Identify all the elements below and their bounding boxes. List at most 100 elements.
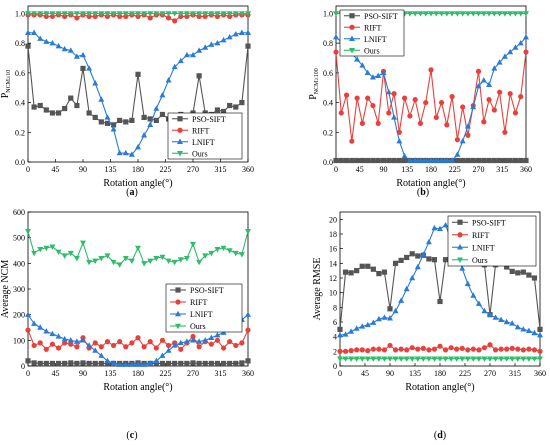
x-tick-label: 45 bbox=[52, 369, 60, 378]
data-point bbox=[153, 357, 160, 364]
data-point bbox=[454, 346, 460, 352]
data-point bbox=[214, 360, 221, 367]
data-point bbox=[414, 356, 421, 362]
x-tick-label: 225 bbox=[459, 369, 471, 378]
y-tick-label: 8 bbox=[333, 303, 337, 312]
data-point bbox=[412, 97, 418, 103]
x-tick-label: 90 bbox=[79, 165, 87, 174]
data-point bbox=[86, 360, 92, 367]
data-point bbox=[523, 49, 529, 55]
y-tick-label: 100 bbox=[13, 336, 25, 345]
data-point bbox=[98, 256, 105, 262]
data-point bbox=[226, 248, 233, 254]
x-tick-label: 360 bbox=[242, 165, 254, 174]
data-point bbox=[404, 254, 410, 261]
data-point bbox=[122, 361, 129, 367]
data-point bbox=[365, 95, 371, 101]
data-point bbox=[31, 320, 38, 326]
data-point bbox=[422, 11, 429, 17]
data-point bbox=[342, 356, 349, 362]
data-point bbox=[359, 120, 365, 126]
data-point bbox=[518, 157, 524, 164]
series-rift bbox=[25, 327, 251, 352]
data-point bbox=[92, 11, 99, 17]
data-point bbox=[392, 307, 399, 314]
data-point bbox=[370, 266, 376, 272]
data-point bbox=[464, 11, 471, 17]
data-point bbox=[49, 244, 56, 250]
data-point bbox=[92, 340, 98, 346]
legend-swatch-marker bbox=[457, 257, 463, 263]
data-point bbox=[202, 253, 209, 259]
data-point bbox=[501, 11, 508, 17]
data-point bbox=[407, 113, 413, 119]
chart-a: 0 45 90 135 180 225 270 315 360 0.0 0.2 0.4 0.6 0.8 1.… bbox=[0, 5, 254, 198]
data-point bbox=[55, 42, 62, 49]
x-tick-label: 270 bbox=[484, 369, 496, 378]
subfigure-caption: (d) bbox=[434, 430, 446, 441]
legend-entry: LNIFT bbox=[344, 35, 387, 44]
x-tick-label: 45 bbox=[361, 369, 369, 378]
data-point bbox=[349, 138, 355, 144]
subfigure-caption: (b) bbox=[417, 187, 429, 198]
data-point bbox=[454, 137, 460, 143]
y-tick-label: 500 bbox=[13, 234, 25, 243]
data-point bbox=[110, 11, 117, 17]
data-point bbox=[147, 258, 154, 264]
data-point bbox=[523, 11, 529, 17]
x-tick-label: 45 bbox=[52, 165, 60, 174]
data-point bbox=[159, 352, 166, 358]
y-axis-label: Average NCM bbox=[0, 260, 11, 319]
data-point bbox=[220, 36, 227, 43]
data-point bbox=[67, 47, 74, 53]
data-point bbox=[353, 356, 360, 362]
data-point bbox=[507, 11, 514, 17]
data-point bbox=[165, 342, 172, 349]
data-point bbox=[437, 298, 443, 305]
data-point bbox=[86, 342, 93, 348]
legend-entry: PSO-SIFT bbox=[452, 218, 506, 227]
data-point bbox=[348, 348, 354, 354]
data-point bbox=[214, 39, 221, 46]
data-point bbox=[86, 11, 93, 17]
legend-label: PSO-SIFT bbox=[364, 12, 398, 21]
y-tick-label: 16 bbox=[329, 245, 337, 254]
legend-label: Ours bbox=[192, 149, 208, 158]
data-point bbox=[464, 123, 471, 129]
data-point bbox=[412, 157, 419, 163]
data-point bbox=[470, 157, 476, 164]
legend: PSO-SIFT RIFT LNIFT Ours bbox=[339, 9, 405, 57]
x-tick-label: 0 bbox=[26, 165, 30, 174]
data-point bbox=[68, 341, 74, 347]
data-point bbox=[183, 338, 190, 344]
data-point bbox=[239, 99, 245, 106]
data-point bbox=[183, 256, 190, 262]
data-point bbox=[507, 157, 513, 164]
data-point bbox=[49, 11, 56, 17]
data-point bbox=[375, 356, 382, 362]
data-point bbox=[55, 110, 62, 116]
data-point bbox=[153, 105, 160, 111]
x-tick-label: 360 bbox=[534, 369, 546, 378]
data-point bbox=[359, 356, 366, 362]
data-point bbox=[498, 346, 504, 352]
subfigure-caption: (a) bbox=[126, 187, 138, 198]
data-point bbox=[475, 300, 482, 306]
data-point bbox=[80, 51, 86, 58]
data-point bbox=[481, 345, 488, 351]
data-point bbox=[526, 346, 532, 352]
caption-paren-open: ( bbox=[126, 430, 130, 441]
data-point bbox=[104, 11, 111, 17]
data-point bbox=[172, 18, 178, 24]
data-point bbox=[497, 157, 503, 164]
data-point bbox=[86, 259, 93, 266]
caption-letter: a bbox=[130, 187, 135, 198]
data-point bbox=[86, 110, 92, 116]
data-point bbox=[245, 11, 251, 17]
data-point bbox=[98, 360, 104, 367]
data-point bbox=[98, 96, 105, 102]
x-tick-label: 360 bbox=[520, 165, 532, 174]
data-point bbox=[370, 319, 377, 325]
data-point bbox=[442, 257, 449, 263]
data-point bbox=[55, 11, 62, 17]
